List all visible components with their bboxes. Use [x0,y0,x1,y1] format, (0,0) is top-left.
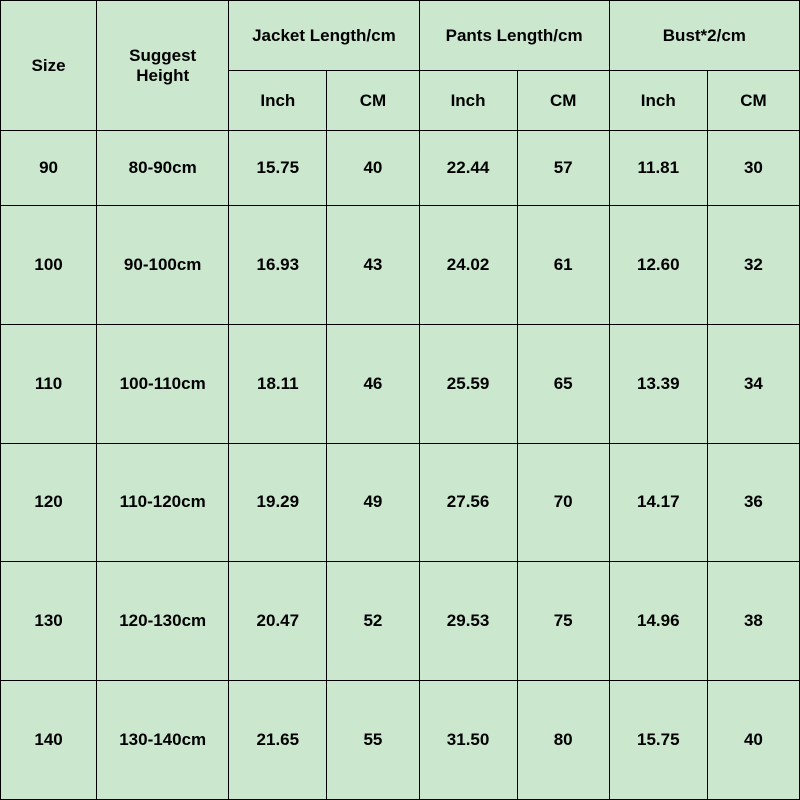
cell-jacket-in: 21.65 [229,681,327,800]
cell-bust-in: 13.39 [609,324,707,443]
cell-size: 120 [1,443,97,562]
cell-size: 140 [1,681,97,800]
cell-pants-cm: 57 [517,131,609,206]
table-body: 90 80-90cm 15.75 40 22.44 57 11.81 30 10… [1,131,800,800]
size-chart-table: Size Suggest Height Jacket Length/cm Pan… [0,0,800,800]
cell-bust-cm: 40 [707,681,799,800]
cell-jacket-cm: 52 [327,562,419,681]
cell-pants-in: 27.56 [419,443,517,562]
cell-jacket-cm: 43 [327,205,419,324]
cell-bust-cm: 34 [707,324,799,443]
cell-jacket-cm: 46 [327,324,419,443]
cell-pants-in: 24.02 [419,205,517,324]
cell-pants-cm: 80 [517,681,609,800]
cell-pants-in: 31.50 [419,681,517,800]
cell-jacket-in: 19.29 [229,443,327,562]
cell-bust-cm: 38 [707,562,799,681]
cell-jacket-cm: 40 [327,131,419,206]
cell-size: 100 [1,205,97,324]
cell-height: 120-130cm [97,562,229,681]
sub-header-inch: Inch [229,71,327,131]
col-header-bust: Bust*2/cm [609,1,799,71]
cell-pants-in: 22.44 [419,131,517,206]
cell-bust-in: 12.60 [609,205,707,324]
cell-pants-in: 29.53 [419,562,517,681]
cell-height: 110-120cm [97,443,229,562]
table-row: 120 110-120cm 19.29 49 27.56 70 14.17 36 [1,443,800,562]
col-header-jacket: Jacket Length/cm [229,1,419,71]
cell-jacket-in: 18.11 [229,324,327,443]
cell-jacket-in: 16.93 [229,205,327,324]
cell-size: 90 [1,131,97,206]
cell-pants-cm: 61 [517,205,609,324]
sub-header-cm: CM [327,71,419,131]
cell-height: 90-100cm [97,205,229,324]
col-header-pants: Pants Length/cm [419,1,609,71]
col-header-height: Suggest Height [97,1,229,131]
cell-size: 110 [1,324,97,443]
cell-pants-cm: 65 [517,324,609,443]
cell-jacket-in: 20.47 [229,562,327,681]
cell-pants-in: 25.59 [419,324,517,443]
sub-header-inch: Inch [419,71,517,131]
table-header: Size Suggest Height Jacket Length/cm Pan… [1,1,800,131]
table-row: 110 100-110cm 18.11 46 25.59 65 13.39 34 [1,324,800,443]
cell-height: 100-110cm [97,324,229,443]
sub-header-inch: Inch [609,71,707,131]
table-row: 130 120-130cm 20.47 52 29.53 75 14.96 38 [1,562,800,681]
col-header-size: Size [1,1,97,131]
cell-size: 130 [1,562,97,681]
table-row: 140 130-140cm 21.65 55 31.50 80 15.75 40 [1,681,800,800]
cell-height: 80-90cm [97,131,229,206]
sub-header-cm: CM [517,71,609,131]
cell-bust-cm: 36 [707,443,799,562]
cell-bust-in: 11.81 [609,131,707,206]
cell-pants-cm: 75 [517,562,609,681]
cell-bust-cm: 32 [707,205,799,324]
cell-bust-in: 15.75 [609,681,707,800]
cell-bust-cm: 30 [707,131,799,206]
sub-header-cm: CM [707,71,799,131]
cell-jacket-cm: 55 [327,681,419,800]
cell-height: 130-140cm [97,681,229,800]
cell-jacket-cm: 49 [327,443,419,562]
cell-pants-cm: 70 [517,443,609,562]
table-row: 90 80-90cm 15.75 40 22.44 57 11.81 30 [1,131,800,206]
cell-bust-in: 14.17 [609,443,707,562]
table-row: 100 90-100cm 16.93 43 24.02 61 12.60 32 [1,205,800,324]
cell-jacket-in: 15.75 [229,131,327,206]
cell-bust-in: 14.96 [609,562,707,681]
